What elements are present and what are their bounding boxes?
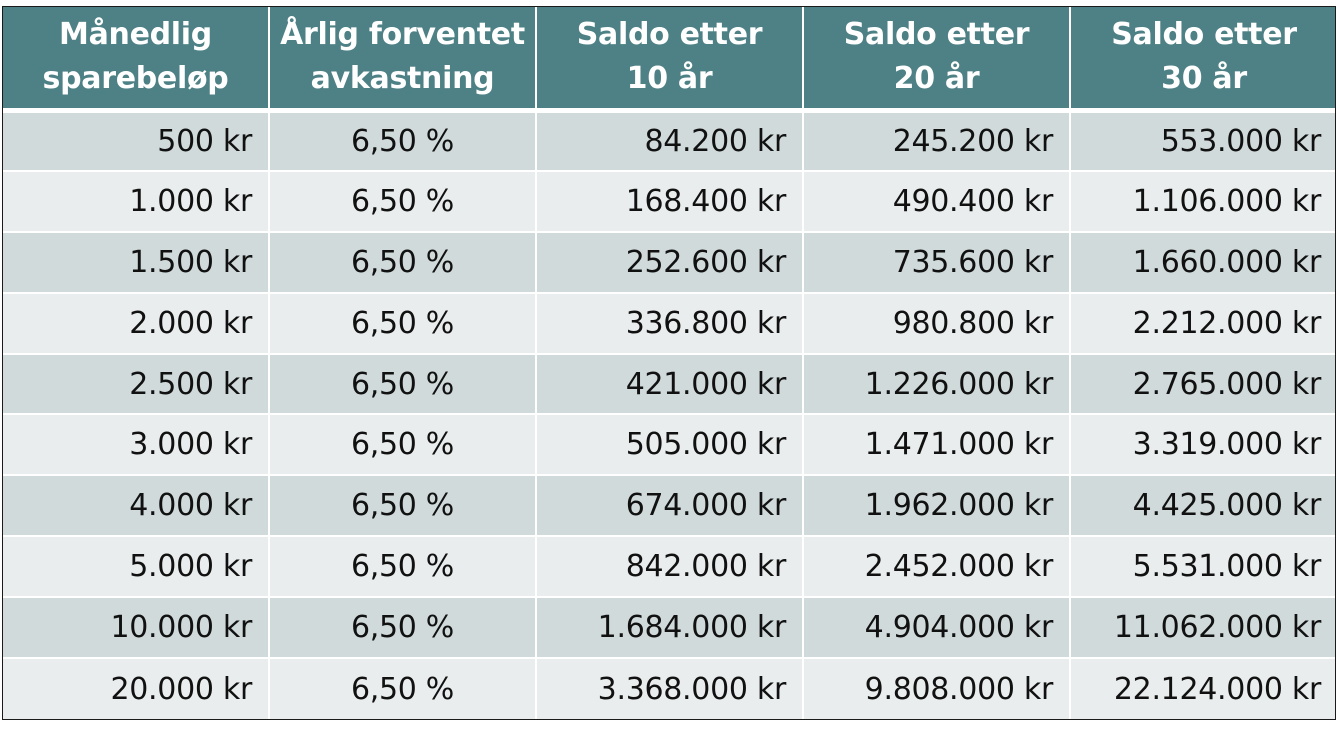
- header-monthly-amount: Månedlig sparebeløp: [3, 7, 270, 113]
- savings-table-container: Månedlig sparebeløp Årlig forventet avka…: [2, 6, 1336, 720]
- table-body: 500 kr 6,50 % 84.200 kr 245.200 kr 553.000 k…: [3, 110, 1335, 719]
- cell-monthly-amount: 2.000 kr: [3, 292, 270, 355]
- header-balance-10-years: Saldo etter 10 år: [536, 7, 804, 113]
- cell-annual-return: 6,50 %: [269, 353, 537, 416]
- cell-balance-10-years: 336.800 kr: [536, 292, 804, 355]
- cell-monthly-amount: 3.000 kr: [3, 414, 270, 477]
- cell-balance-20-years: 735.600 kr: [803, 231, 1071, 294]
- cell-monthly-amount: 2.500 kr: [3, 353, 270, 416]
- cell-monthly-amount: 10.000 kr: [3, 597, 270, 660]
- cell-balance-10-years: 842.000 kr: [536, 536, 804, 599]
- savings-table: Månedlig sparebeløp Årlig forventet avka…: [3, 7, 1335, 719]
- cell-balance-30-years: 553.000 kr: [1070, 110, 1335, 172]
- cell-balance-10-years: 505.000 kr: [536, 414, 804, 477]
- cell-balance-30-years: 2.765.000 kr: [1070, 353, 1335, 416]
- cell-annual-return: 6,50 %: [269, 658, 537, 719]
- cell-balance-30-years: 22.124.000 kr: [1070, 658, 1335, 719]
- header-annual-return: Årlig forventet avkastning: [269, 7, 537, 113]
- cell-balance-30-years: 4.425.000 kr: [1070, 475, 1335, 538]
- cell-annual-return: 6,50 %: [269, 414, 537, 477]
- cell-annual-return: 6,50 %: [269, 597, 537, 660]
- cell-monthly-amount: 20.000 kr: [3, 658, 270, 719]
- table-row: 20.000 kr 6,50 % 3.368.000 kr 9.808.000 kr 2…: [3, 658, 1335, 719]
- cell-balance-10-years: 252.600 kr: [536, 231, 804, 294]
- cell-monthly-amount: 1.000 kr: [3, 170, 270, 233]
- cell-balance-20-years: 2.452.000 kr: [803, 536, 1071, 599]
- header-balance-30-years: Saldo etter 30 år: [1070, 7, 1335, 113]
- cell-annual-return: 6,50 %: [269, 110, 537, 172]
- table-row: 2.500 kr 6,50 % 421.000 kr 1.226.000 kr 2.76…: [3, 353, 1335, 416]
- cell-balance-20-years: 490.400 kr: [803, 170, 1071, 233]
- cell-balance-30-years: 3.319.000 kr: [1070, 414, 1335, 477]
- cell-annual-return: 6,50 %: [269, 475, 537, 538]
- cell-balance-20-years: 245.200 kr: [803, 110, 1071, 172]
- cell-annual-return: 6,50 %: [269, 231, 537, 294]
- table-row: 500 kr 6,50 % 84.200 kr 245.200 kr 553.000 k…: [3, 110, 1335, 172]
- cell-annual-return: 6,50 %: [269, 170, 537, 233]
- cell-balance-10-years: 168.400 kr: [536, 170, 804, 233]
- cell-balance-10-years: 674.000 kr: [536, 475, 804, 538]
- header-balance-20-years: Saldo etter 20 år: [803, 7, 1071, 113]
- cell-balance-20-years: 1.226.000 kr: [803, 353, 1071, 416]
- cell-monthly-amount: 5.000 kr: [3, 536, 270, 599]
- cell-monthly-amount: 1.500 kr: [3, 231, 270, 294]
- cell-balance-20-years: 4.904.000 kr: [803, 597, 1071, 660]
- cell-balance-20-years: 1.471.000 kr: [803, 414, 1071, 477]
- table-row: 5.000 kr 6,50 % 842.000 kr 2.452.000 kr 5.53…: [3, 536, 1335, 599]
- cell-balance-30-years: 11.062.000 kr: [1070, 597, 1335, 660]
- cell-balance-20-years: 980.800 kr: [803, 292, 1071, 355]
- cell-annual-return: 6,50 %: [269, 292, 537, 355]
- cell-balance-10-years: 1.684.000 kr: [536, 597, 804, 660]
- cell-balance-10-years: 3.368.000 kr: [536, 658, 804, 719]
- cell-balance-30-years: 5.531.000 kr: [1070, 536, 1335, 599]
- cell-monthly-amount: 4.000 kr: [3, 475, 270, 538]
- cell-annual-return: 6,50 %: [269, 536, 537, 599]
- header-row: Månedlig sparebeløp Årlig forventet avka…: [3, 7, 1335, 113]
- cell-balance-30-years: 1.660.000 kr: [1070, 231, 1335, 294]
- cell-balance-20-years: 9.808.000 kr: [803, 658, 1071, 719]
- table-row: 10.000 kr 6,50 % 1.684.000 kr 4.904.000 kr 1…: [3, 597, 1335, 660]
- cell-balance-20-years: 1.962.000 kr: [803, 475, 1071, 538]
- cell-balance-10-years: 421.000 kr: [536, 353, 804, 416]
- table-row: 2.000 kr 6,50 % 336.800 kr 980.800 kr 2.212.…: [3, 292, 1335, 355]
- table-row: 1.500 kr 6,50 % 252.600 kr 735.600 kr 1.660.…: [3, 231, 1335, 294]
- table-row: 3.000 kr 6,50 % 505.000 kr 1.471.000 kr 3.31…: [3, 414, 1335, 477]
- cell-balance-10-years: 84.200 kr: [536, 110, 804, 172]
- table-row: 1.000 kr 6,50 % 168.400 kr 490.400 kr 1.106.…: [3, 170, 1335, 233]
- table-header: Månedlig sparebeløp Årlig forventet avka…: [3, 7, 1335, 113]
- cell-monthly-amount: 500 kr: [3, 110, 270, 172]
- table-row: 4.000 kr 6,50 % 674.000 kr 1.962.000 kr 4.42…: [3, 475, 1335, 538]
- cell-balance-30-years: 1.106.000 kr: [1070, 170, 1335, 233]
- cell-balance-30-years: 2.212.000 kr: [1070, 292, 1335, 355]
